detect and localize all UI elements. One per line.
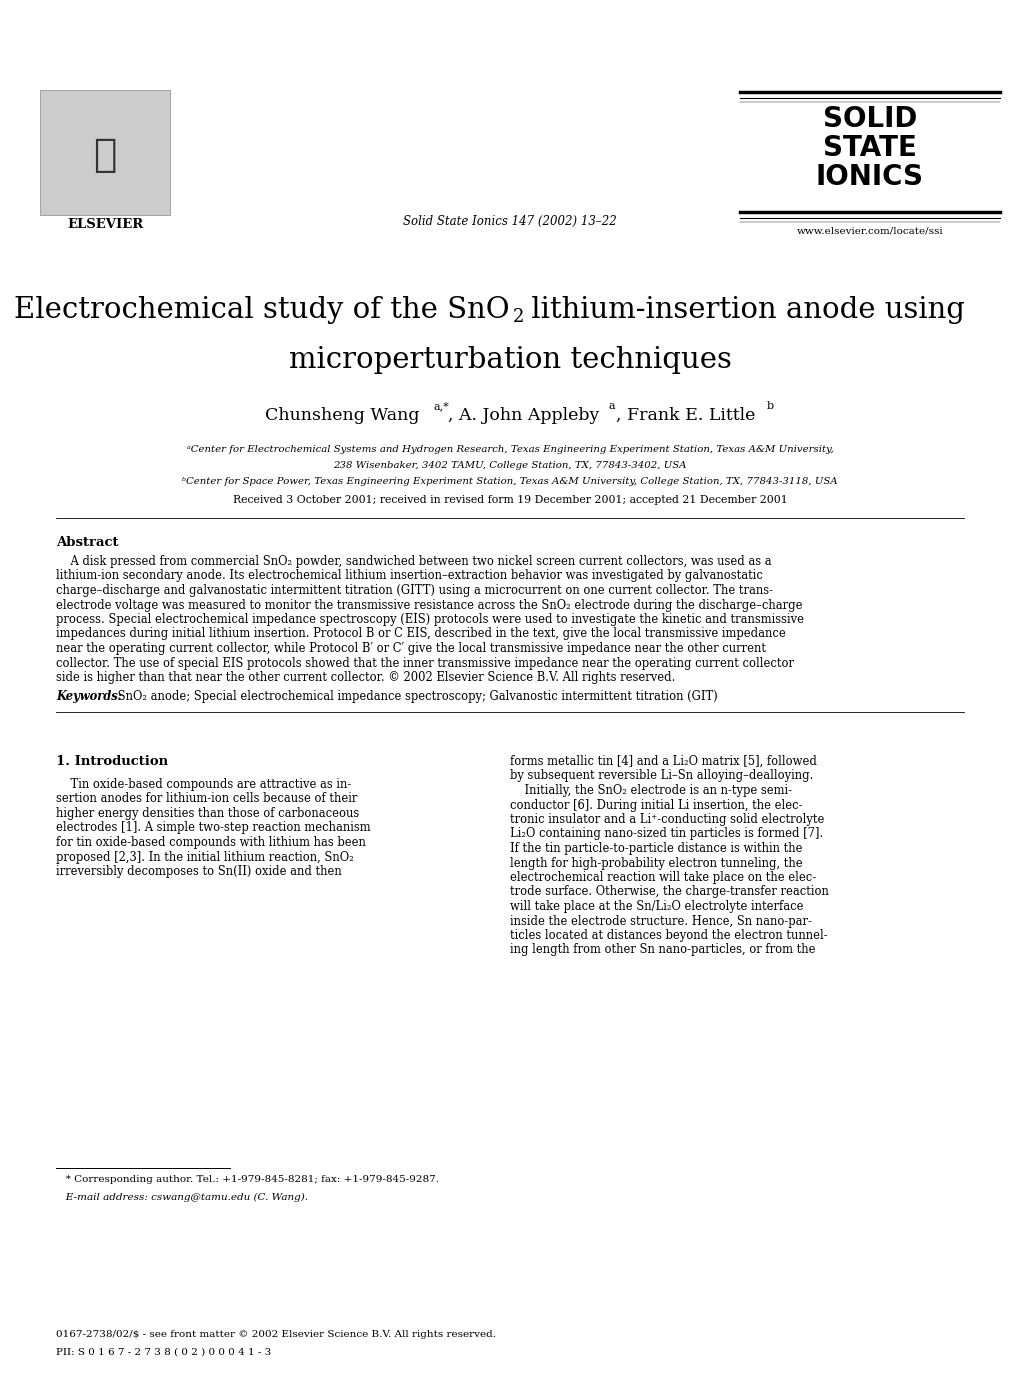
Text: higher energy densities than those of carbonaceous: higher energy densities than those of ca… [56,807,359,820]
Text: lithium-insertion anode using: lithium-insertion anode using [522,295,964,325]
Text: 2: 2 [513,308,524,326]
Text: Initially, the SnO₂ electrode is an n-type semi-: Initially, the SnO₂ electrode is an n-ty… [510,784,791,797]
Text: ing length from other Sn nano-particles, or from the: ing length from other Sn nano-particles,… [510,943,815,957]
Text: proposed [2,3]. In the initial lithium reaction, SnO₂: proposed [2,3]. In the initial lithium r… [56,851,354,864]
Text: Abstract: Abstract [56,536,118,549]
Text: impedances during initial lithium insertion. Protocol B or C EIS, described in t: impedances during initial lithium insert… [56,627,785,641]
Text: , Frank E. Little: , Frank E. Little [615,407,755,423]
Text: b: b [766,401,773,411]
Text: 0167-2738/02/$ - see front matter © 2002 Elsevier Science B.V. All rights reserv: 0167-2738/02/$ - see front matter © 2002… [56,1330,495,1339]
Text: forms metallic tin [4] and a Li₂O matrix [5], followed: forms metallic tin [4] and a Li₂O matrix… [510,755,816,768]
Text: Chunsheng Wang: Chunsheng Wang [265,407,419,423]
Text: 🌳: 🌳 [93,137,116,174]
Text: electrochemical reaction will take place on the elec-: electrochemical reaction will take place… [510,871,815,885]
Text: PII: S 0 1 6 7 - 2 7 3 8 ( 0 2 ) 0 0 0 4 1 - 3: PII: S 0 1 6 7 - 2 7 3 8 ( 0 2 ) 0 0 0 4… [56,1348,271,1357]
Text: by subsequent reversible Li–Sn alloying–dealloying.: by subsequent reversible Li–Sn alloying–… [510,769,812,783]
Text: 238 Wisenbaker, 3402 TAMU, College Station, TX, 77843-3402, USA: 238 Wisenbaker, 3402 TAMU, College Stati… [333,461,686,471]
Text: process. Special electrochemical impedance spectroscopy (EIS) protocols were use: process. Special electrochemical impedan… [56,613,803,625]
Text: trode surface. Otherwise, the charge-transfer reaction: trode surface. Otherwise, the charge-tra… [510,886,828,898]
Text: * Corresponding author. Tel.: +1-979-845-8281; fax: +1-979-845-9287.: * Corresponding author. Tel.: +1-979-845… [56,1176,438,1184]
Text: microperturbation techniques: microperturbation techniques [288,345,731,373]
Text: Electrochemical study of the SnO: Electrochemical study of the SnO [14,295,510,325]
Text: Keywords:: Keywords: [56,690,122,703]
Text: collector. The use of special EIS protocols showed that the inner transmissive i: collector. The use of special EIS protoc… [56,656,793,670]
Text: ticles located at distances beyond the electron tunnel-: ticles located at distances beyond the e… [510,929,826,942]
Text: SOLID
STATE
IONICS: SOLID STATE IONICS [815,104,923,191]
Text: If the tin particle-to-particle distance is within the: If the tin particle-to-particle distance… [510,841,802,855]
Text: charge–discharge and galvanostatic intermittent titration (GITT) using a microcu: charge–discharge and galvanostatic inter… [56,584,772,598]
Text: 1. Introduction: 1. Introduction [56,755,168,768]
Text: electrode voltage was measured to monitor the transmissive resistance across the: electrode voltage was measured to monito… [56,599,802,612]
Text: near the operating current collector, while Protocol B′ or C′ give the local tra: near the operating current collector, wh… [56,642,765,655]
Text: side is higher than that near the other current collector. © 2002 Elsevier Scien: side is higher than that near the other … [56,671,675,684]
Text: E-mail address: cswang@tamu.edu (C. Wang).: E-mail address: cswang@tamu.edu (C. Wang… [56,1192,308,1202]
Text: electrodes [1]. A simple two-step reaction mechanism: electrodes [1]. A simple two-step reacti… [56,822,370,834]
Text: ᵃCenter for Electrochemical Systems and Hydrogen Research, Texas Engineering Exp: ᵃCenter for Electrochemical Systems and … [186,446,833,454]
Text: a,*: a,* [433,401,449,411]
Text: , A. John Appleby: , A. John Appleby [447,407,599,423]
Text: Solid State Ionics 147 (2002) 13–22: Solid State Ionics 147 (2002) 13–22 [403,215,616,228]
Text: length for high-probability electron tunneling, the: length for high-probability electron tun… [510,857,802,869]
Text: ELSEVIER: ELSEVIER [67,217,143,231]
Text: a: a [608,401,615,411]
Text: irreversibly decomposes to Sn(II) oxide and then: irreversibly decomposes to Sn(II) oxide … [56,865,341,878]
Text: sertion anodes for lithium-ion cells because of their: sertion anodes for lithium-ion cells bec… [56,793,357,805]
Text: will take place at the Sn/Li₂O electrolyte interface: will take place at the Sn/Li₂O electroly… [510,900,803,912]
Text: inside the electrode structure. Hence, Sn nano-par-: inside the electrode structure. Hence, S… [510,914,811,928]
Text: SnO₂ anode; Special electrochemical impedance spectroscopy; Galvanostic intermit: SnO₂ anode; Special electrochemical impe… [114,690,717,703]
Text: conductor [6]. During initial Li insertion, the elec-: conductor [6]. During initial Li inserti… [510,798,802,812]
Text: lithium-ion secondary anode. Its electrochemical lithium insertion–extraction be: lithium-ion secondary anode. Its electro… [56,570,762,582]
Text: ᵇCenter for Space Power, Texas Engineering Experiment Station, Texas A&M Univers: ᵇCenter for Space Power, Texas Engineeri… [182,478,837,486]
Text: for tin oxide-based compounds with lithium has been: for tin oxide-based compounds with lithi… [56,836,366,848]
Text: www.elsevier.com/locate/ssi: www.elsevier.com/locate/ssi [796,227,943,235]
Text: Received 3 October 2001; received in revised form 19 December 2001; accepted 21 : Received 3 October 2001; received in rev… [232,495,787,506]
Text: tronic insulator and a Li⁺-conducting solid electrolyte: tronic insulator and a Li⁺-conducting so… [510,814,823,826]
Bar [40,91,170,215]
Text: Li₂O containing nano-sized tin particles is formed [7].: Li₂O containing nano-sized tin particles… [510,827,822,840]
Text: Tin oxide-based compounds are attractive as in-: Tin oxide-based compounds are attractive… [56,779,351,791]
Text: A disk pressed from commercial SnO₂ powder, sandwiched between two nickel screen: A disk pressed from commercial SnO₂ powd… [56,554,770,568]
